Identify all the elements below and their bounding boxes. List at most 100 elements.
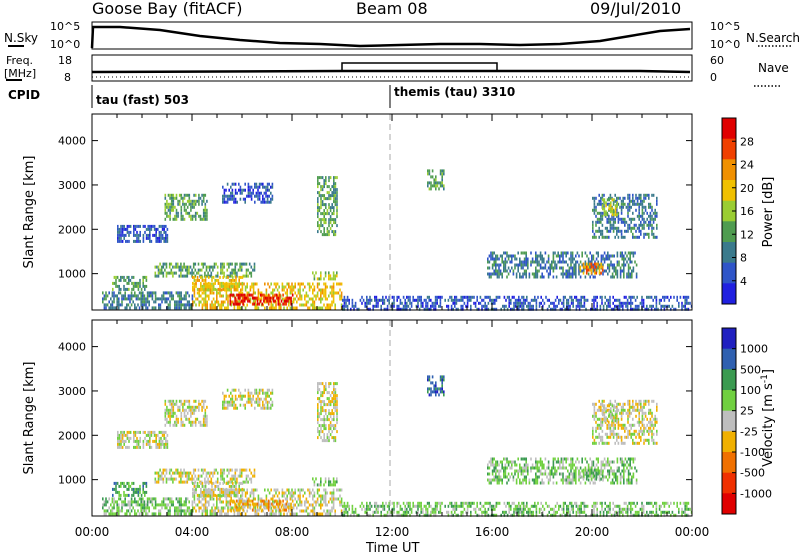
data-cell — [272, 494, 274, 498]
data-cell — [195, 303, 197, 307]
data-cell — [206, 494, 208, 498]
data-cell — [117, 239, 119, 243]
data-cell — [225, 200, 227, 204]
data-cell — [501, 272, 503, 276]
data-cell — [264, 488, 266, 492]
data-cell — [209, 512, 212, 516]
data-cell — [490, 275, 492, 279]
data-cell — [231, 499, 233, 503]
data-cell — [628, 226, 631, 230]
data-cell — [398, 295, 400, 299]
data-cell — [156, 265, 158, 269]
data-cell — [191, 423, 194, 427]
data-cell — [182, 420, 184, 424]
data-cell — [618, 307, 621, 311]
data-cell — [500, 307, 502, 311]
data-cell — [551, 507, 554, 511]
data-cell — [566, 298, 568, 302]
data-cell — [120, 439, 122, 443]
data-cell — [418, 307, 421, 311]
data-cell — [340, 294, 343, 298]
data-cell — [323, 494, 325, 498]
data-cell — [135, 297, 138, 301]
data-cell — [162, 477, 165, 481]
data-cell — [175, 509, 178, 513]
data-cell — [153, 433, 156, 437]
data-cell — [386, 504, 389, 508]
data-cell — [249, 185, 251, 189]
data-cell — [543, 257, 545, 261]
data-cell — [118, 439, 121, 443]
data-cell — [610, 263, 612, 267]
data-cell — [342, 504, 344, 508]
data-cell — [297, 488, 300, 492]
data-cell — [460, 510, 462, 514]
data-cell — [443, 172, 445, 176]
data-cell — [449, 501, 451, 505]
data-cell — [522, 501, 525, 505]
data-cell — [183, 196, 186, 200]
data-cell — [230, 300, 232, 304]
data-cell — [546, 513, 549, 517]
data-cell — [592, 235, 594, 239]
data-cell — [362, 298, 365, 302]
data-cell — [632, 199, 634, 203]
data-cell — [231, 197, 234, 201]
data-cell — [602, 304, 605, 308]
data-cell — [655, 513, 658, 517]
data-cell — [180, 474, 182, 478]
data-cell — [204, 284, 207, 288]
data-cell — [262, 194, 264, 198]
data-cell — [312, 306, 314, 310]
data-cell — [250, 185, 253, 189]
data-cell — [649, 214, 652, 218]
data-cell — [105, 512, 107, 516]
data-cell — [252, 300, 255, 304]
data-cell — [329, 176, 332, 180]
data-cell — [120, 445, 122, 449]
data-cell — [632, 251, 635, 255]
data-cell — [627, 214, 629, 218]
data-cell — [289, 291, 292, 295]
data-cell — [169, 196, 171, 200]
data-cell — [337, 497, 340, 501]
data-cell — [249, 191, 251, 195]
data-cell — [423, 307, 426, 311]
data-cell — [145, 303, 147, 307]
data-cell — [176, 468, 179, 472]
data-cell — [567, 301, 570, 305]
data-cell — [649, 205, 652, 209]
data-cell — [202, 193, 205, 197]
data-cell — [160, 477, 163, 481]
data-cell — [211, 488, 213, 492]
data-cell — [500, 513, 502, 517]
data-cell — [201, 423, 203, 427]
data-cell — [320, 480, 322, 484]
data-cell — [592, 275, 595, 279]
data-cell — [259, 299, 262, 303]
data-cell — [183, 509, 186, 513]
data-cell — [169, 512, 171, 516]
data-cell — [233, 306, 236, 310]
data-cell — [116, 506, 118, 510]
data-cell — [178, 274, 181, 278]
data-cell — [185, 399, 187, 403]
data-cell — [343, 298, 346, 302]
data-cell — [551, 301, 554, 305]
data-cell — [350, 513, 352, 517]
data-cell — [334, 480, 336, 484]
data-cell — [519, 272, 521, 276]
data-cell — [561, 307, 563, 311]
data-cell — [632, 196, 634, 200]
data-cell — [180, 417, 183, 421]
data-cell — [604, 295, 606, 299]
data-cell — [625, 507, 627, 511]
data-cell — [212, 497, 215, 501]
data-cell — [265, 294, 268, 298]
data-cell — [336, 480, 338, 484]
data-cell — [266, 200, 269, 204]
data-cell — [431, 169, 434, 173]
data-cell — [495, 513, 498, 517]
data-cell — [596, 229, 599, 233]
data-cell — [552, 260, 555, 264]
